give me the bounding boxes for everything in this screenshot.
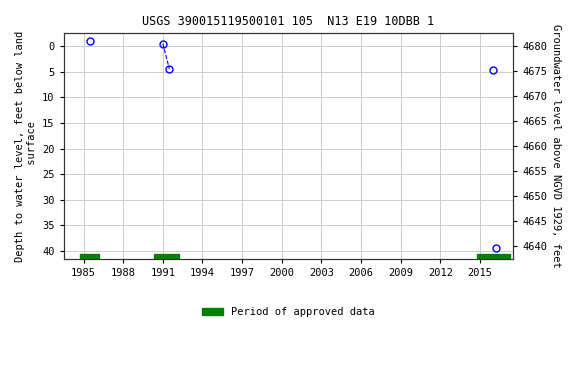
Bar bbox=[501, 254, 510, 258]
Bar bbox=[154, 254, 179, 258]
Title: USGS 390015119500101 105  N13 E19 10DBB 1: USGS 390015119500101 105 N13 E19 10DBB 1 bbox=[142, 15, 434, 28]
Y-axis label: Depth to water level, feet below land
 surface: Depth to water level, feet below land su… bbox=[15, 30, 37, 262]
Bar bbox=[79, 254, 100, 258]
Bar bbox=[478, 254, 500, 258]
Legend: Period of approved data: Period of approved data bbox=[198, 303, 379, 321]
Y-axis label: Groundwater level above NGVD 1929, feet: Groundwater level above NGVD 1929, feet bbox=[551, 24, 561, 268]
